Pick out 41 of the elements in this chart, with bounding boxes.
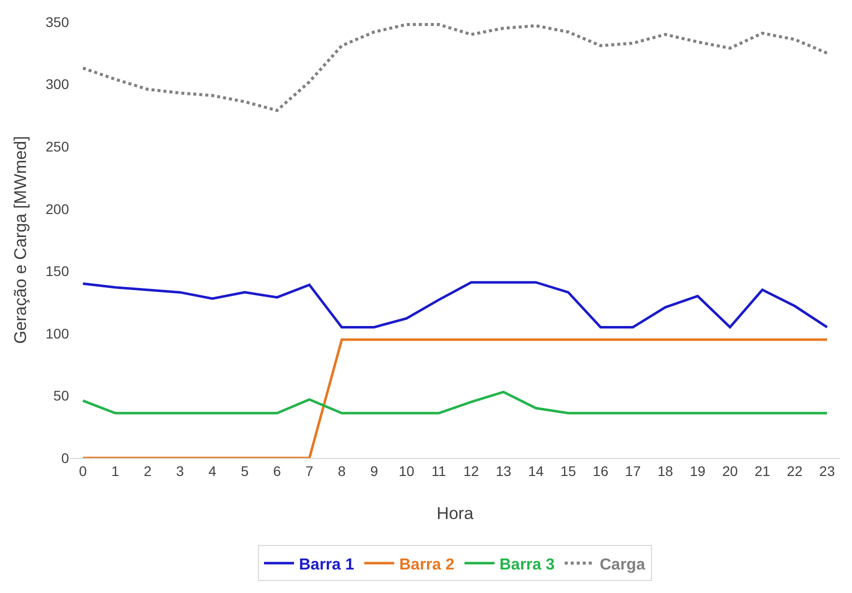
x-tick-label: 15	[560, 462, 576, 479]
legend-label: Carga	[600, 556, 646, 574]
x-tick-label: 13	[496, 462, 512, 479]
x-tick-label: 6	[273, 462, 282, 479]
y-tick-label: 50	[53, 388, 70, 404]
line-series	[82, 390, 828, 414]
x-tick-label: 0	[79, 462, 88, 479]
x-tick-label: 18	[658, 462, 674, 479]
x-tick-label: 5	[240, 462, 249, 479]
x-tick-label: 17	[625, 462, 641, 479]
x-tick-label: 22	[786, 462, 803, 479]
x-tick-label: 11	[432, 462, 446, 479]
x-tick-label: 1	[111, 462, 120, 479]
line-series	[81, 22, 829, 112]
y-axis-title: Geração e Carga [MWmed]	[11, 136, 30, 344]
x-tick-label: 8	[338, 462, 346, 479]
x-tick-label: 19	[690, 462, 706, 479]
y-tick-label: 0	[61, 450, 70, 466]
x-tick-label: 9	[370, 462, 378, 479]
x-tick-label: 3	[176, 462, 184, 479]
x-tick-label: 23	[819, 462, 836, 479]
y-tick-label: 350	[46, 14, 70, 30]
x-axis-title: Hora	[436, 504, 474, 523]
x-tick-label: 12	[463, 462, 480, 479]
x-tick-label: 10	[398, 462, 414, 479]
x-tick-label: 16	[592, 462, 609, 479]
y-tick-label: 100	[46, 325, 70, 342]
x-tick-label: 20	[722, 462, 738, 479]
x-tick-label: 21	[754, 462, 770, 479]
y-tick-label: 250	[46, 138, 70, 154]
line-series	[82, 281, 828, 328]
legend-label: Barra 2	[399, 556, 454, 574]
y-tick-label: 300	[46, 76, 70, 92]
y-tick-label: 150	[46, 263, 70, 280]
legend-label: Barra 1	[299, 556, 354, 574]
x-tick-label: 4	[208, 462, 216, 479]
x-tick-label: 14	[528, 462, 544, 479]
x-tick-label: 2	[144, 462, 152, 479]
y-tick-label: 200	[46, 200, 70, 217]
x-tick-label: 7	[306, 462, 314, 479]
legend-label: Barra 3	[500, 556, 555, 574]
